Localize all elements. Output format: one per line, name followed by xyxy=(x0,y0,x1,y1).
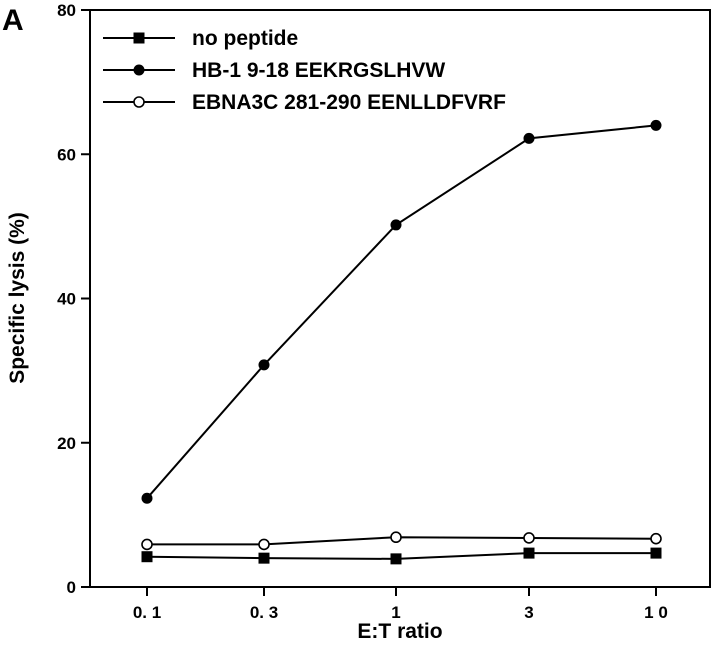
data-point xyxy=(258,538,270,551)
panel-letter: A xyxy=(2,4,24,37)
series-hb-1 xyxy=(141,119,662,504)
data-point xyxy=(650,547,662,559)
y-axis: 0 20 40 60 80 xyxy=(57,1,90,597)
x-tick-label: 0. 1 xyxy=(133,603,161,622)
y-tick-label: 80 xyxy=(57,1,76,20)
x-axis-label: E:T ratio xyxy=(357,620,442,643)
data-point xyxy=(523,547,535,559)
series-line xyxy=(146,124,657,499)
data-point xyxy=(390,553,402,565)
x-tick-label: 1 0 xyxy=(644,603,668,622)
series-ebna3c xyxy=(141,531,662,551)
data-point xyxy=(650,119,662,131)
y-tick-label: 0 xyxy=(67,578,76,597)
data-point xyxy=(141,538,153,551)
y-tick-label: 40 xyxy=(57,290,76,309)
data-point xyxy=(523,132,535,144)
y-tick-label: 20 xyxy=(57,434,76,453)
data-point xyxy=(141,492,153,504)
legend-label: EBNA3C 281-290 EENLLDFVRF xyxy=(192,91,506,114)
x-axis: 0. 1 0. 3 1 3 1 0 xyxy=(133,587,668,622)
x-tick-label: 0. 3 xyxy=(250,603,278,622)
data-point xyxy=(141,551,153,563)
data-point xyxy=(390,219,402,231)
legend-marker xyxy=(133,96,145,108)
data-point xyxy=(390,531,402,544)
legend-marker xyxy=(133,64,145,76)
series-no-peptide xyxy=(141,547,662,565)
y-tick-label: 60 xyxy=(57,145,76,164)
legend-label: no peptide xyxy=(192,27,298,50)
data-point xyxy=(523,532,535,544)
series-layer xyxy=(141,119,662,565)
data-point xyxy=(258,359,270,371)
y-axis-label: Specific lysis (%) xyxy=(6,212,29,384)
legend-label: HB-1 9-18 EEKRGSLHVW xyxy=(192,59,445,82)
x-tick-label: 1 xyxy=(391,603,400,622)
legend: no peptide HB-1 9-18 EEKRGSLHVW EBNA3C 281… xyxy=(103,27,506,114)
data-point xyxy=(258,552,270,564)
data-point xyxy=(650,532,662,545)
legend-marker xyxy=(133,32,145,44)
x-tick-label: 3 xyxy=(524,603,533,622)
legend-item-ebna3c: EBNA3C 281-290 EENLLDFVRF xyxy=(103,91,506,114)
legend-item-hb-1: HB-1 9-18 EEKRGSLHVW xyxy=(103,59,445,82)
legend-item-no-peptide: no peptide xyxy=(103,27,298,50)
